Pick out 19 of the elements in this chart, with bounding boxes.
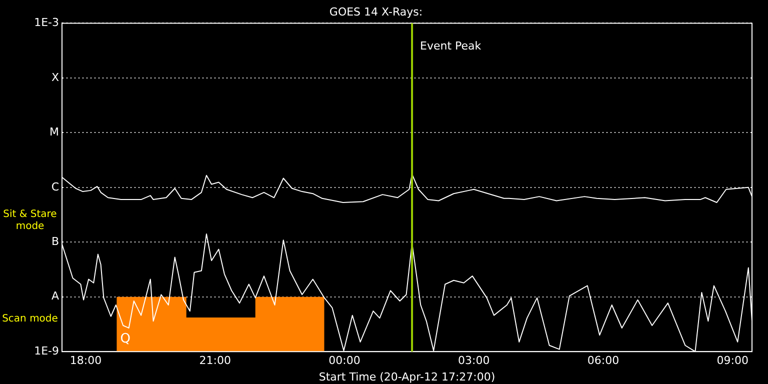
y-tick-label: X	[51, 70, 60, 84]
y-tick-label: B	[51, 234, 59, 248]
x-tick-label: 00:00	[328, 354, 360, 368]
x-axis-title: Start Time (20-Apr-12 17:27:00)	[318, 370, 496, 384]
x-tick-label: 18:00	[70, 354, 102, 368]
text: Scan mode	[2, 313, 58, 324]
x-tick-label: 09:00	[716, 354, 748, 368]
y-tick-label: 1E-3	[34, 16, 59, 30]
annotation: Q	[120, 331, 130, 346]
ref-line-label: Event Peak	[420, 40, 482, 53]
y-tick-label: M	[50, 126, 59, 139]
chart-title: GOES 14 X-Rays:	[329, 5, 423, 18]
x-tick-label: 21:00	[199, 354, 231, 368]
x-tick-label: 03:00	[458, 354, 490, 368]
x-tick-label: 06:00	[587, 354, 620, 368]
text: Sit & Stare mode	[3, 208, 57, 232]
y-tick-label: 1E-9	[34, 344, 59, 358]
y-tick-label: C	[51, 180, 60, 194]
y-tick-label: A	[51, 290, 60, 303]
